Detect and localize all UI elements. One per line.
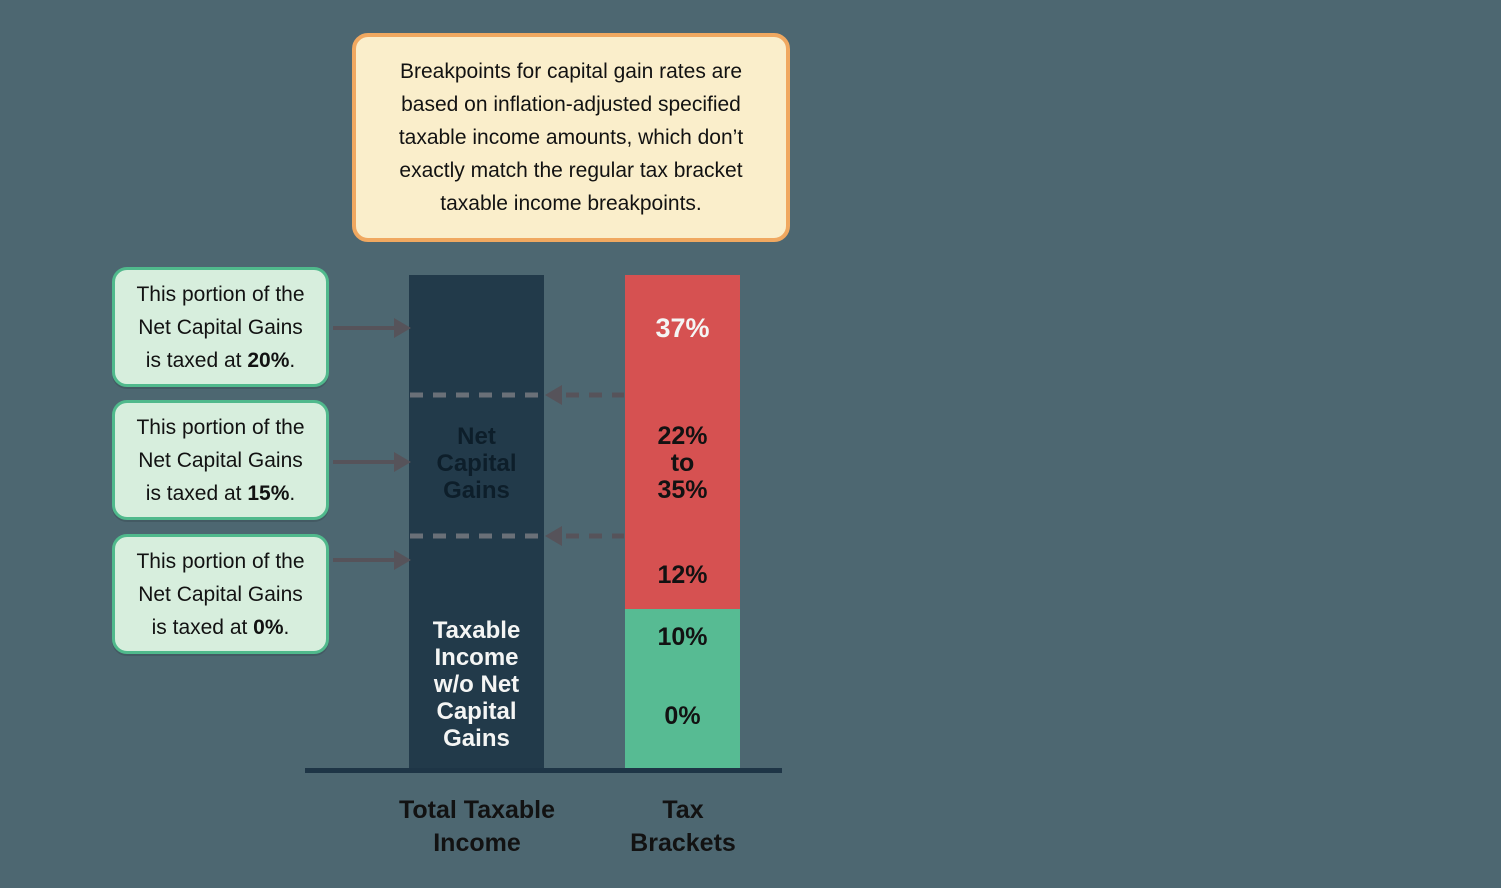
callout-taxed-at-20: This portion of the Net Capital Gains is… (112, 267, 329, 387)
note-line: exactly match the regular tax bracket (399, 159, 743, 182)
tax-rate-value: 15% (247, 481, 290, 505)
bracket-rate-label: 12% (657, 561, 708, 589)
bracket-segment-green (625, 609, 740, 768)
tax-rate-value: 0% (253, 615, 284, 639)
note-callout: Breakpoints for capital gain rates are b… (352, 33, 790, 242)
callout-line: Net Capital Gains (138, 582, 303, 606)
callout-taxed-at-15: This portion of the Net Capital Gains is… (112, 400, 329, 520)
note-line: taxable income amounts, which don’t (398, 126, 744, 149)
bracket-rate-label: 37% (655, 313, 710, 343)
arrow-right-icon (333, 452, 411, 472)
taxable-income-wo-gains-section-label: Taxable Income w/o Net Capital Gains (432, 617, 521, 752)
baseline-axis (305, 768, 782, 773)
tax-rate-value: 20% (247, 348, 290, 372)
arrow-right-icon (333, 550, 411, 570)
total-taxable-income-bar (409, 275, 544, 768)
note-line: based on inflation-adjusted specified (401, 93, 741, 116)
bracket-segment-red (625, 275, 740, 609)
net-capital-gains-section-label: Net Capital Gains (436, 423, 517, 504)
callout-line: Net Capital Gains (138, 448, 303, 472)
callout-line: This portion of the (136, 415, 305, 439)
brackets-bar-axis-label: Tax Brackets (630, 796, 736, 857)
bracket-rate-label: 0% (664, 702, 701, 730)
income-bar-axis-label: Total Taxable Income (398, 796, 556, 857)
note-line: taxable income breakpoints. (440, 192, 702, 215)
bracket-rate-label: 22% to 35% (657, 422, 708, 504)
arrow-right-icon (333, 318, 411, 338)
callout-line: Net Capital Gains (138, 315, 303, 339)
callout-taxed-at-0: This portion of the Net Capital Gains is… (112, 534, 329, 654)
callout-line: This portion of the (136, 282, 305, 306)
callout-line: is taxed at 20%. (145, 348, 296, 372)
callout-line: This portion of the (136, 549, 305, 573)
callout-line: is taxed at 15%. (145, 481, 296, 505)
callout-line: is taxed at 0%. (151, 615, 290, 639)
bracket-rate-label: 10% (657, 623, 708, 651)
note-line: Breakpoints for capital gain rates are (399, 60, 743, 83)
